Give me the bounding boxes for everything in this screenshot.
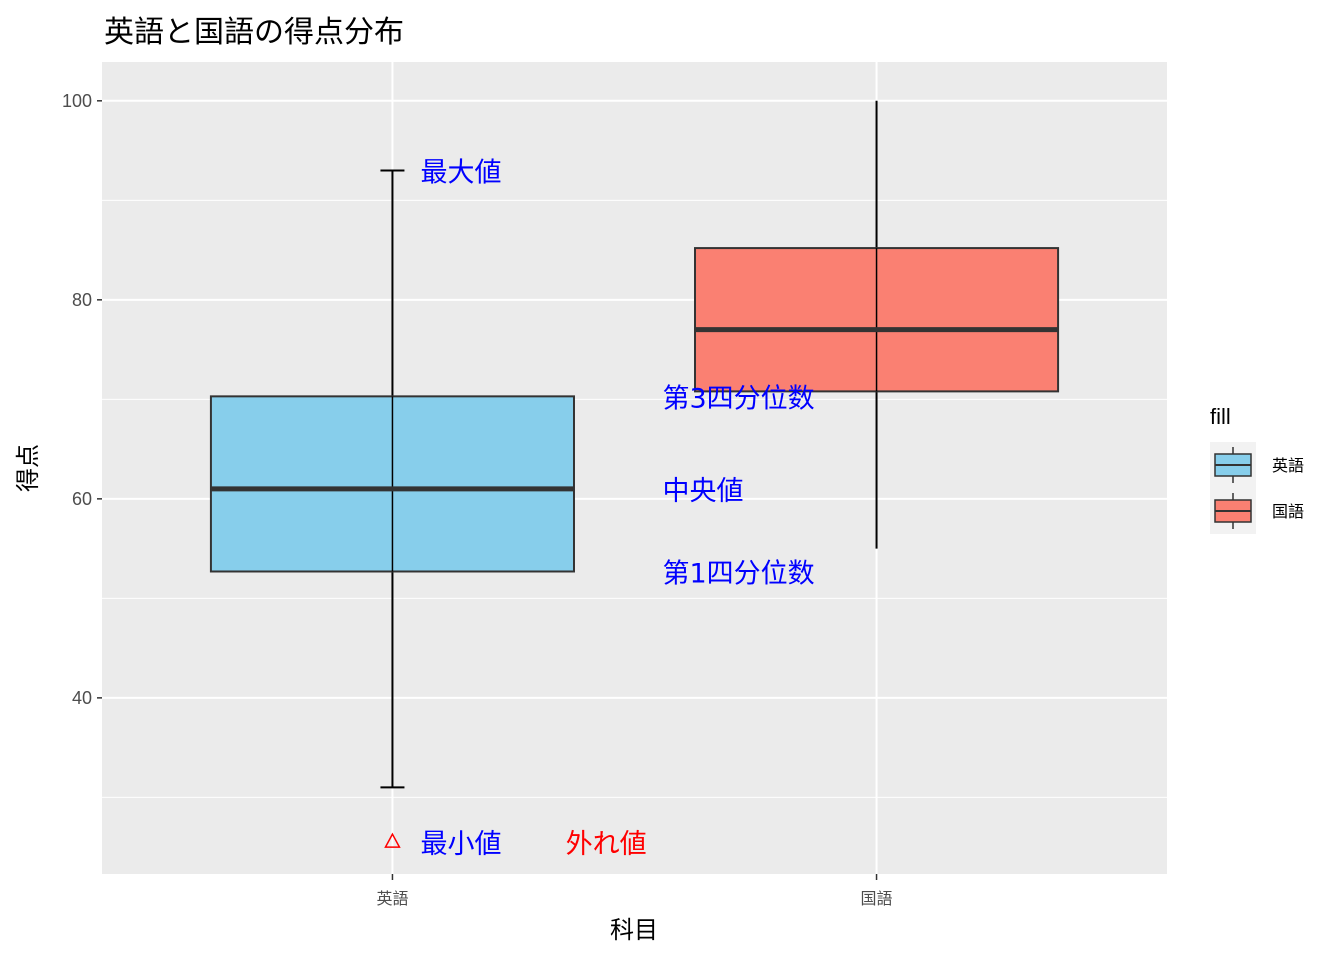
y-axis-ticks: 40 60 80 100 bbox=[62, 91, 102, 708]
outlier-point bbox=[384, 832, 401, 848]
annotation-label: 第1四分位数 bbox=[663, 558, 815, 589]
legend-item-label: 国語 bbox=[1272, 502, 1304, 521]
annotation-label: 第3四分位数 bbox=[663, 383, 815, 414]
y-tick-label: 100 bbox=[62, 91, 92, 111]
y-tick-label: 40 bbox=[72, 688, 92, 708]
chart-title: 英語と国語の得点分布 bbox=[104, 15, 404, 50]
annotation-label: 中央値 bbox=[663, 476, 744, 507]
y-tick-label: 80 bbox=[72, 290, 92, 310]
box-series bbox=[209, 100, 1060, 848]
x-axis-ticks: 英語 国語 bbox=[376, 874, 893, 908]
x-axis-title: 科目 bbox=[610, 916, 658, 944]
annotation-label: 最小値 bbox=[420, 829, 501, 860]
y-axis-title: 得点 bbox=[14, 444, 42, 492]
annotation-label: 外れ値 bbox=[566, 829, 647, 860]
x-tick-label: 国語 bbox=[861, 889, 893, 908]
legend-item-label: 英語 bbox=[1272, 456, 1304, 475]
x-tick-label: 英語 bbox=[376, 889, 408, 908]
y-tick-label: 60 bbox=[72, 489, 92, 509]
annotation-label: 最大値 bbox=[420, 157, 501, 188]
legend-title: fill bbox=[1210, 404, 1231, 429]
